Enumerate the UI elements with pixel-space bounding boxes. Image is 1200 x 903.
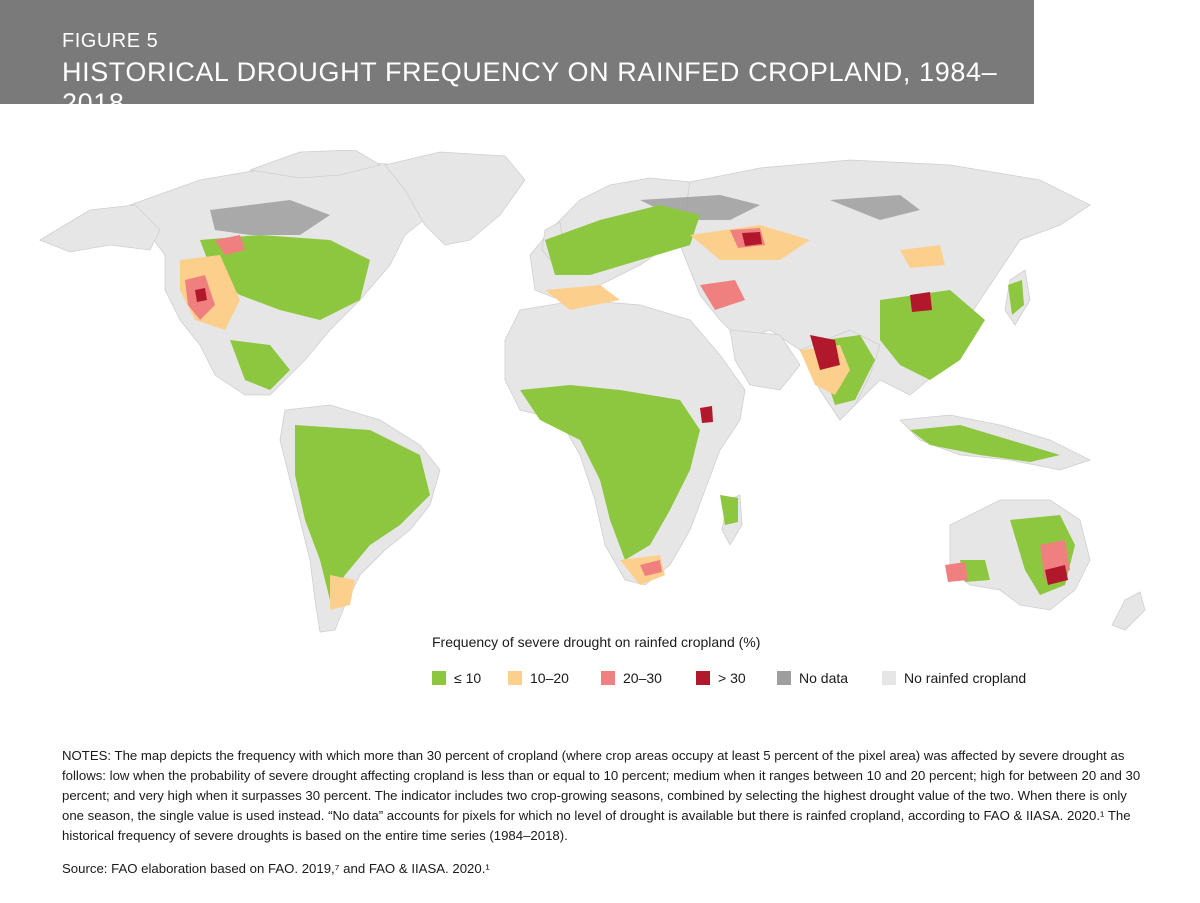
notes-text: NOTES: The map depicts the frequency wit… [62, 748, 1141, 843]
legend-swatch-medium [508, 671, 522, 685]
figure-title: HISTORICAL DROUGHT FREQUENCY ON RAINFED … [62, 57, 998, 118]
legend-item-no-data: No data [777, 668, 848, 688]
asia [679, 159, 1091, 421]
legend-item-very-high: > 30 [696, 668, 746, 688]
arctic-islands [249, 150, 382, 179]
legend-item-no-cropland: No rainfed cropland [882, 668, 1026, 688]
low-drought-areas [200, 205, 1075, 600]
legend-swatch-no-data [777, 671, 791, 685]
legend-swatch-high [601, 671, 615, 685]
figure-header: FIGURE 5 HISTORICAL DROUGHT FREQUENCY ON… [0, 0, 1034, 118]
legend-label-medium: 10–20 [530, 670, 569, 686]
arabian-peninsula [729, 329, 801, 391]
legend-swatch-very-high [696, 671, 710, 685]
legend-label-low: ≤ 10 [454, 670, 482, 686]
legend-label-very-high: > 30 [718, 670, 746, 686]
legend-label-no-cropland: No rainfed cropland [904, 670, 1027, 686]
very-high-drought-areas [195, 232, 1068, 585]
legend-swatch-low [432, 671, 446, 685]
legend-label-no-data: No data [799, 670, 849, 686]
legend-item-high: 20–30 [601, 668, 662, 688]
greenland [384, 151, 526, 246]
legend-item-medium: 10–20 [508, 668, 569, 688]
new-zealand [1111, 591, 1146, 631]
legend-swatch-no-cropland [882, 671, 896, 685]
legend-item-low: ≤ 10 [432, 668, 481, 688]
legend-label-high: 20–30 [623, 670, 662, 686]
world-map [39, 150, 1146, 633]
source-text: Source: FAO elaboration based on FAO. 20… [62, 861, 490, 876]
legend-title: Frequency of severe drought on rainfed c… [432, 634, 761, 650]
figure-label: FIGURE 5 [62, 30, 159, 52]
alaska [39, 204, 161, 253]
